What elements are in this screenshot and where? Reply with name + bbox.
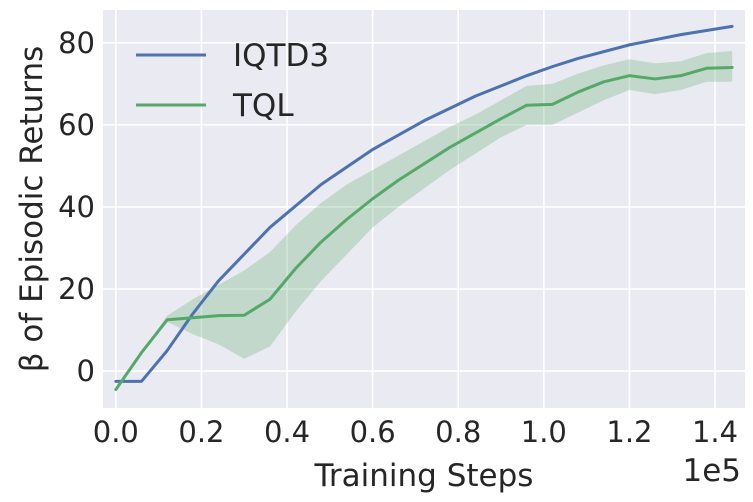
series-lines <box>114 24 734 392</box>
line-iqtd3 <box>114 24 734 383</box>
x-axis-title: Training Steps <box>314 458 534 494</box>
y-tick-label: 0 <box>77 354 95 388</box>
legend-label-tql: TQL <box>232 88 294 124</box>
x-tick-label: 0.0 <box>93 415 139 449</box>
x-tick-label: 0.6 <box>350 415 396 449</box>
x-tick-label: 1.4 <box>692 415 738 449</box>
y-axis-title: β of Episodic Returns <box>14 46 50 373</box>
y-tick-label: 20 <box>58 272 95 306</box>
confidence-bands <box>115 51 733 390</box>
y-tick-label: 40 <box>58 190 95 224</box>
line-tql <box>114 65 734 392</box>
x-tick-label: 0.2 <box>178 415 224 449</box>
y-tick-label: 60 <box>58 108 95 142</box>
x-tick-label: 0.8 <box>435 415 481 449</box>
x-tick-label: 0.4 <box>264 415 310 449</box>
x-tick-labels: 0.0 0.2 0.4 0.6 0.8 1.0 1.2 1.4 <box>93 415 738 449</box>
grid <box>103 10 745 408</box>
y-tick-label: 80 <box>58 26 95 60</box>
x-tick-label: 1.0 <box>521 415 567 449</box>
legend-label-iqtd3: IQTD3 <box>233 38 329 74</box>
x-tick-label: 1.2 <box>606 415 652 449</box>
x-offset-label: 1e5 <box>682 453 741 489</box>
band-tql <box>115 51 733 390</box>
y-tick-labels: 0 20 40 60 80 <box>58 26 95 388</box>
legend: IQTD3 TQL <box>136 38 329 124</box>
